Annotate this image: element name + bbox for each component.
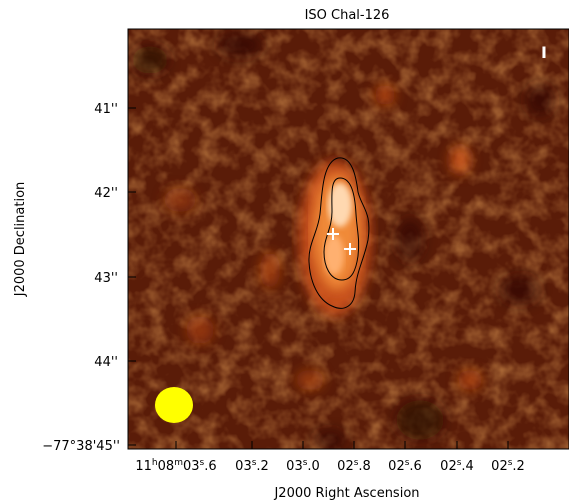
y-tick-label: 42'' [94, 186, 118, 201]
x-tick-marks [175, 441, 509, 449]
x-tick-labels: 11h08m03s.6 03s.2 03s.0 02s.8 02s.6 02s.4 02s.… [135, 458, 524, 474]
source-markers [327, 228, 356, 255]
x-tick-label: 03s.2 [235, 458, 269, 474]
y-tick-marks [128, 107, 136, 446]
inner-contour [323, 177, 360, 281]
y-tick-labels: 41'' 42'' 43'' 44'' −77°38'45'' [42, 102, 120, 454]
y-tick-label: 41'' [94, 102, 118, 117]
stokes-label: I [541, 43, 547, 62]
y-tick-label: 43'' [94, 271, 118, 286]
x-axis-label: J2000 Right Ascension [273, 486, 419, 501]
y-tick-label: −77°38'45'' [42, 439, 120, 454]
x-tick-label: 03s.0 [286, 458, 320, 474]
x-tick-label: 11h08m03s.6 [135, 458, 216, 474]
x-tick-label: 02s.2 [491, 458, 525, 474]
x-tick-label: 02s.6 [388, 458, 422, 474]
cross-marker [344, 243, 356, 255]
source-emission [299, 160, 371, 316]
map-noise-blobs [132, 33, 554, 449]
cross-marker [327, 228, 339, 240]
x-tick-label: 02s.4 [440, 458, 474, 474]
y-tick-label: 44'' [94, 355, 118, 370]
beam-ellipse [155, 387, 193, 423]
y-axis-label: J2000 Declination [13, 182, 28, 298]
outer-contour [308, 157, 370, 309]
plot-title: ISO Chal-126 [305, 8, 390, 23]
intensity-map: I [128, 29, 569, 449]
plot-frame [127, 28, 569, 450]
x-tick-label: 02s.8 [337, 458, 371, 474]
